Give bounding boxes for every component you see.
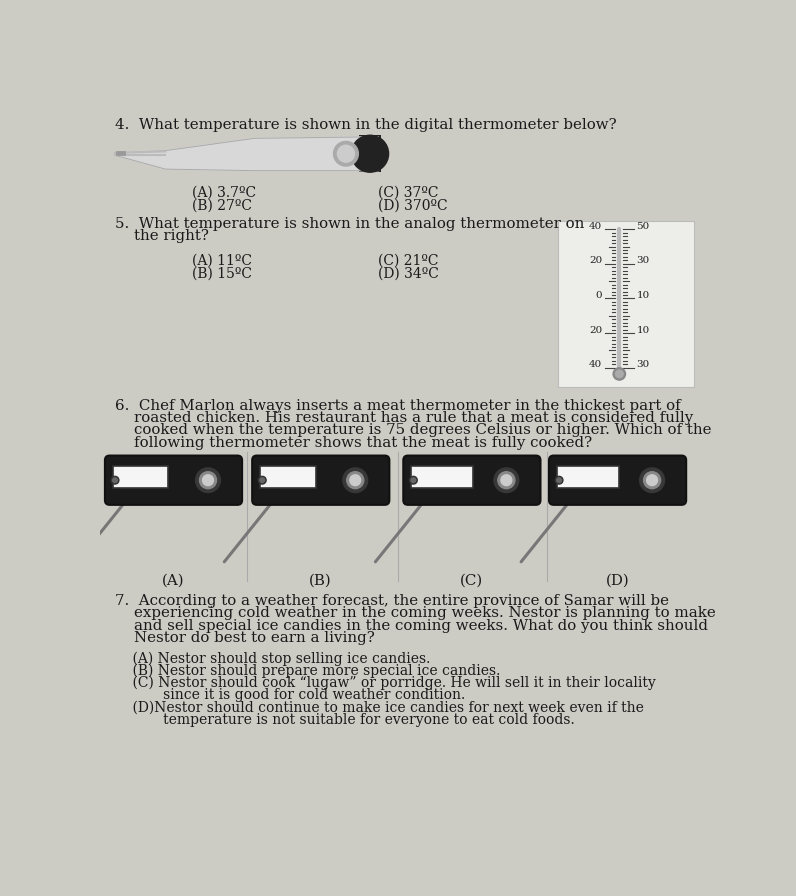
- Circle shape: [411, 478, 416, 483]
- Text: cooked when the temperature is 75 degrees Celsius or higher. Which of the: cooked when the temperature is 75 degree…: [115, 423, 712, 437]
- Text: 0: 0: [595, 291, 603, 300]
- Circle shape: [196, 468, 220, 493]
- Text: (C) 21ºC: (C) 21ºC: [379, 254, 439, 268]
- Text: 50: 50: [636, 221, 650, 230]
- Text: (C): (C): [460, 573, 483, 588]
- Circle shape: [640, 468, 665, 493]
- FancyBboxPatch shape: [404, 455, 540, 504]
- Circle shape: [338, 145, 354, 162]
- Text: (D): (D): [606, 573, 629, 588]
- Circle shape: [555, 477, 563, 484]
- Text: (C) Nestor should cook “lugaw” or porridge. He will sell it in their locality: (C) Nestor should cook “lugaw” or porrid…: [115, 676, 656, 690]
- Circle shape: [260, 478, 264, 483]
- Text: 6.  Chef Marlon always inserts a meat thermometer in the thickest part of: 6. Chef Marlon always inserts a meat the…: [115, 399, 681, 412]
- Circle shape: [347, 471, 364, 488]
- Text: 76.1°C: 76.1°C: [560, 469, 607, 482]
- Text: 5.  What temperature is shown in the analog thermometer on: 5. What temperature is shown in the anal…: [115, 217, 584, 231]
- Circle shape: [646, 475, 657, 486]
- Text: (A): (A): [162, 573, 185, 588]
- Bar: [411, 466, 473, 488]
- Text: Nestor do best to earn a living?: Nestor do best to earn a living?: [115, 631, 375, 645]
- Text: (B) 15ºC: (B) 15ºC: [193, 267, 252, 281]
- Text: 10: 10: [636, 325, 650, 334]
- Text: 10: 10: [636, 291, 650, 300]
- Text: (B): (B): [309, 573, 332, 588]
- Text: (B) Nestor should prepare more special ice candies.: (B) Nestor should prepare more special i…: [115, 663, 501, 678]
- Text: (B) 27ºC: (B) 27ºC: [193, 198, 252, 212]
- Text: (D)Nestor should continue to make ice candies for next week even if the: (D)Nestor should continue to make ice ca…: [115, 701, 644, 714]
- Circle shape: [111, 477, 119, 484]
- Text: 56°C: 56°C: [263, 469, 297, 482]
- Circle shape: [202, 475, 213, 486]
- Text: 7.  According to a weather forecast, the entire province of Samar will be: 7. According to a weather forecast, the …: [115, 594, 669, 608]
- Text: (A) Nestor should stop selling ice candies.: (A) Nestor should stop selling ice candi…: [115, 651, 431, 666]
- Bar: [251, 142, 328, 166]
- Text: (D) 370ºC: (D) 370ºC: [379, 198, 448, 212]
- FancyBboxPatch shape: [105, 455, 242, 504]
- Circle shape: [200, 471, 217, 488]
- Text: 20: 20: [589, 325, 603, 334]
- Text: (A) 11ºC: (A) 11ºC: [193, 254, 252, 268]
- Text: 30: 30: [636, 360, 650, 369]
- Text: 20: 20: [589, 256, 603, 265]
- Bar: [359, 135, 380, 172]
- FancyBboxPatch shape: [549, 455, 686, 504]
- Circle shape: [349, 475, 361, 486]
- Text: and sell special ice candies in the coming weeks. What do you think should: and sell special ice candies in the comi…: [115, 619, 708, 633]
- Text: temperature is not suitable for everyone to eat cold foods.: temperature is not suitable for everyone…: [115, 712, 575, 727]
- Bar: [113, 466, 169, 488]
- Circle shape: [343, 468, 368, 493]
- Text: (C) 37ºC: (C) 37ºC: [379, 186, 439, 200]
- Circle shape: [494, 468, 519, 493]
- Circle shape: [498, 471, 515, 488]
- Circle shape: [409, 477, 417, 484]
- Circle shape: [643, 471, 661, 488]
- Text: following thermometer shows that the meat is fully cooked?: following thermometer shows that the mea…: [115, 435, 592, 450]
- Text: since it is good for cold weather condition.: since it is good for cold weather condit…: [115, 688, 465, 702]
- Text: 4.  What temperature is shown in the digital thermometer below?: 4. What temperature is shown in the digi…: [115, 118, 617, 133]
- Text: (A) 3.7ºC: (A) 3.7ºC: [193, 186, 256, 200]
- Circle shape: [615, 370, 623, 378]
- Bar: [556, 466, 618, 488]
- Text: 40: 40: [589, 360, 603, 369]
- Circle shape: [613, 367, 626, 380]
- Circle shape: [501, 475, 512, 486]
- Text: 72.5°C: 72.5°C: [414, 469, 460, 482]
- Bar: [558, 221, 694, 387]
- Circle shape: [113, 478, 117, 483]
- Bar: [260, 466, 316, 488]
- Circle shape: [334, 142, 358, 166]
- Text: 40: 40: [589, 221, 603, 230]
- Circle shape: [556, 478, 561, 483]
- Polygon shape: [115, 137, 379, 170]
- Text: roasted chicken. His restaurant has a rule that a meat is considered fully: roasted chicken. His restaurant has a ru…: [115, 411, 693, 425]
- Circle shape: [259, 477, 266, 484]
- Circle shape: [351, 135, 388, 172]
- Text: the right?: the right?: [115, 229, 209, 243]
- Text: experiencing cold weather in the coming weeks. Nestor is planning to make: experiencing cold weather in the coming …: [115, 607, 716, 621]
- Text: (D) 34ºC: (D) 34ºC: [379, 267, 439, 281]
- FancyBboxPatch shape: [252, 455, 389, 504]
- Text: 30: 30: [636, 256, 650, 265]
- Text: 46°C: 46°C: [115, 469, 150, 482]
